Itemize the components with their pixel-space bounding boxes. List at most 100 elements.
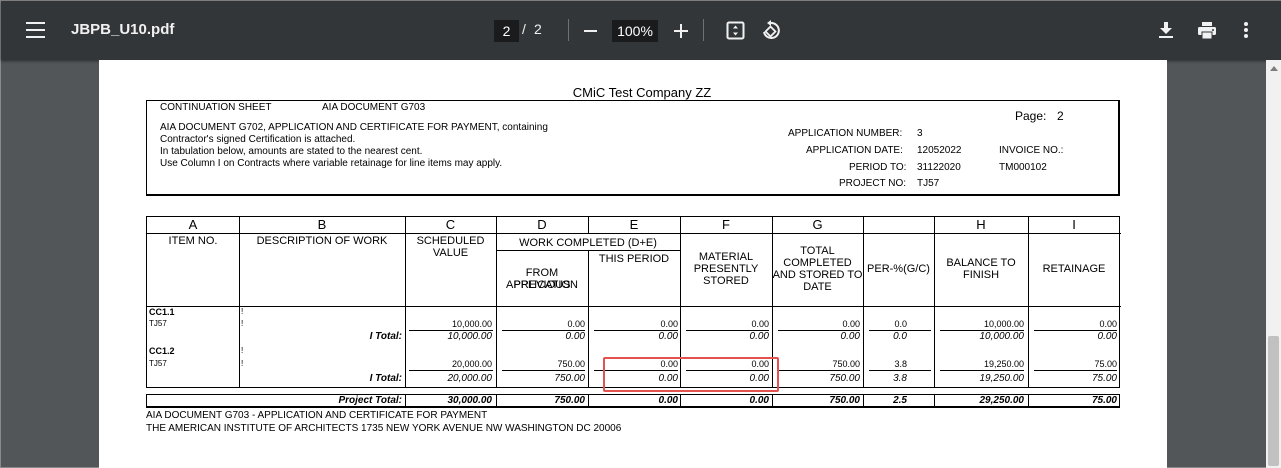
application-date-label: APPLICATION DATE:: [806, 145, 903, 156]
total-balance: 19,250.00: [979, 373, 1025, 384]
col-letter-e: E: [629, 217, 639, 232]
header-total-1: TOTAL: [800, 245, 835, 257]
scroll-thumb[interactable]: [1268, 336, 1279, 466]
project-total-percent: 2.5: [893, 395, 907, 406]
footer-line-1: AIA DOCUMENT G703 - APPLICATION AND CERT…: [146, 410, 488, 421]
header-material-1: MATERIAL: [698, 251, 754, 263]
period-to: 31122020: [917, 162, 961, 173]
header-balance-1: BALANCE TO: [946, 257, 1016, 269]
cell-from-previous: 0.00: [567, 319, 585, 329]
zoom-in-icon[interactable]: [674, 24, 688, 38]
header-percent: PER-%(G/C): [867, 263, 930, 275]
total-from-previous: 750.00: [554, 373, 585, 384]
pdf-toolbar: JBPB_U10.pdf 2 / 2 100%: [1, 1, 1281, 60]
cell-balance: 10,000.00: [983, 319, 1024, 329]
header-total-2: COMPLETED: [783, 257, 852, 269]
cell-scheduled: 20,000.00: [451, 359, 492, 369]
project-total-retainage: 75.00: [1091, 395, 1117, 406]
header-material-3: STORED: [703, 275, 749, 287]
item-code: CC1.2: [149, 346, 175, 356]
total-percent: 3.8: [893, 373, 907, 384]
application-number-label: APPLICATION NUMBER:: [788, 128, 903, 139]
rotate-icon[interactable]: [761, 20, 781, 41]
header-line-1: AIA DOCUMENT G702, APPLICATION AND CERTI…: [160, 122, 548, 133]
header-material-2: PRESENTLY: [693, 263, 759, 275]
project-total-row: Project Total: 30,000.00 750.00 0.00 0.0…: [146, 394, 1120, 408]
col-letter-h: H: [976, 217, 986, 232]
total-from-previous: 0.00: [565, 331, 585, 342]
total-retainage: 75.00: [1091, 373, 1117, 384]
toolbar-divider: [568, 19, 569, 41]
project-total-balance: 29,250.00: [979, 395, 1025, 406]
zoom-level-input[interactable]: 100%: [612, 20, 658, 42]
total-completed: 0.00: [840, 331, 860, 342]
col-letter-d: D: [537, 217, 547, 232]
total-material: 0.00: [749, 331, 769, 342]
header-balance-2: FINISH: [962, 269, 1000, 281]
item-total-label: I Total:: [369, 373, 402, 384]
pdf-page: CMiC Test Company ZZ CONTINUATION SHEET …: [99, 60, 1167, 468]
more-icon[interactable]: [1244, 22, 1248, 38]
vertical-scrollbar[interactable]: [1266, 60, 1281, 468]
cell-total-completed: 0.00: [842, 319, 860, 329]
total-scheduled: 10,000.00: [447, 331, 493, 342]
fit-page-icon[interactable]: [726, 21, 745, 40]
menu-icon[interactable]: [26, 21, 45, 39]
cell-this-period: 0.00: [660, 359, 678, 369]
item-sub: TJ57: [149, 359, 167, 368]
header-scheduled-2: VALUE: [432, 247, 469, 259]
cell-from-previous: 750.00: [557, 359, 585, 369]
cell-material: 0.00: [751, 359, 769, 369]
project-total-label: Project Total:: [338, 395, 402, 406]
col-letter-f: F: [722, 217, 730, 232]
page-value: 2: [1057, 109, 1064, 123]
aia-document-label: AIA DOCUMENT G703: [322, 102, 426, 113]
project-total-scheduled: 30,000.00: [447, 395, 493, 406]
cell-percent: 0.0: [894, 319, 907, 329]
cell-material: 0.00: [751, 319, 769, 329]
project-total-from-previous: 750.00: [554, 395, 585, 406]
page-separator: /: [522, 21, 526, 37]
total-retainage: 0.00: [1097, 331, 1117, 342]
total-pages: 2: [534, 21, 542, 37]
download-icon[interactable]: [1159, 22, 1173, 39]
header-line-4: Use Column I on Contracts where variable…: [160, 158, 503, 169]
cell-scheduled: 10,000.00: [451, 319, 492, 329]
header-line-3: In tabulation below, amounts are stated …: [160, 146, 423, 157]
project-number-label: PROJECT NO:: [839, 178, 907, 189]
header-total-4: DATE: [803, 281, 832, 293]
total-scheduled: 20,000.00: [447, 373, 493, 384]
cell-percent: 3.8: [894, 359, 907, 369]
item-code: CC1.1: [149, 307, 175, 317]
zoom-out-icon[interactable]: [584, 30, 597, 32]
continuation-table: A B C D E F G H I ITEM NO. DESCRIPTION O…: [146, 216, 1121, 388]
application-number: 3: [917, 128, 923, 139]
document-title: JBPB_U10.pdf: [71, 21, 175, 38]
cell-this-period: 0.00: [660, 319, 678, 329]
total-this-period: 0.00: [658, 373, 678, 384]
item-total-label: I Total:: [369, 331, 402, 342]
cell-balance: 19,250.00: [983, 359, 1024, 369]
total-percent: 0.0: [893, 331, 907, 342]
header-this-period: THIS PERIOD: [598, 253, 670, 265]
col-letter-c: C: [445, 217, 456, 232]
header-from-previous-2: APPLICATION: [506, 279, 578, 291]
toolbar-divider: [703, 19, 704, 41]
scroll-up-arrow-icon[interactable]: [1270, 66, 1278, 71]
item-mark: !: [241, 346, 244, 355]
project-total-material: 0.00: [749, 395, 769, 406]
header-total-3: AND STORED TO: [772, 269, 863, 281]
highlight-box: [603, 357, 779, 392]
col-letter-i: I: [1072, 217, 1076, 232]
period-to-label: PERIOD TO:: [849, 162, 907, 173]
header-scheduled-1: SCHEDULED: [416, 235, 485, 247]
total-balance: 10,000.00: [979, 331, 1025, 342]
project-total-completed: 750.00: [829, 395, 860, 406]
page-number-input[interactable]: 2: [494, 20, 519, 42]
header-item-no: ITEM NO.: [168, 235, 218, 247]
col-letter-b: B: [317, 217, 327, 232]
project-number: TJ57: [917, 178, 940, 189]
print-icon[interactable]: [1198, 22, 1216, 39]
invoice-label: INVOICE NO.:: [999, 145, 1064, 156]
total-completed: 750.00: [829, 373, 860, 384]
